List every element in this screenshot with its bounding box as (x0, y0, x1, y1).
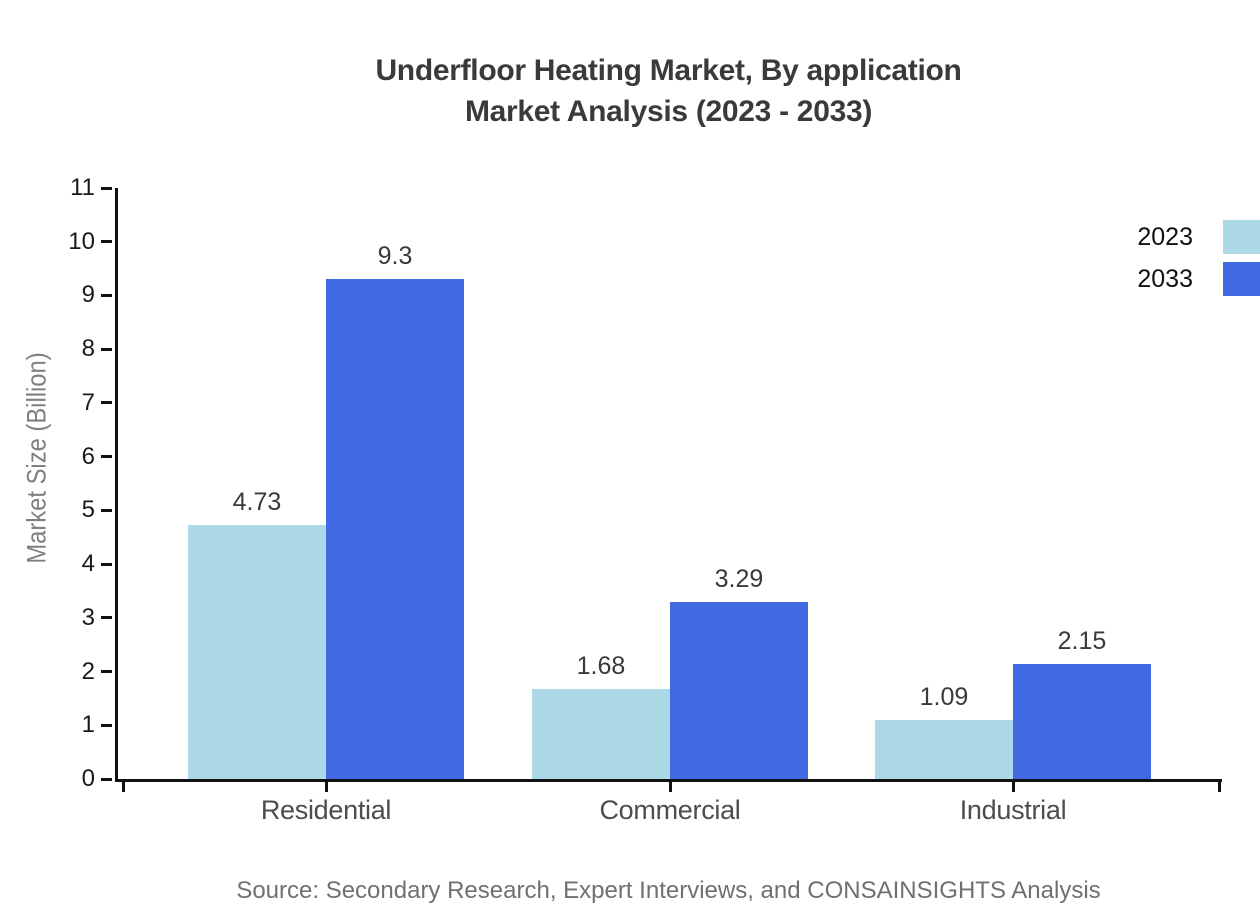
y-tick-1 (101, 723, 112, 727)
y-tick-2 (101, 670, 112, 674)
y-tick-label-1: 1 (81, 711, 95, 739)
legend-row-2033: 2033 (1137, 262, 1260, 296)
plot-area: 0 1 2 3 4 5 6 7 8 9 10 11 4.73 9.3 Residential 1.68 3.29… (68, 174, 1222, 825)
y-tick-11 (101, 186, 112, 190)
y-tick-7 (101, 401, 112, 405)
legend-swatch-2033 (1223, 262, 1260, 296)
value-label-2033-commercial: 3.29 (714, 565, 764, 594)
x-axis-end-tick-right (1218, 782, 1221, 792)
bar-2033-industrial (1013, 663, 1151, 779)
legend-label-2033: 2033 (1137, 264, 1193, 293)
category-label-commercial: Commercial (599, 795, 741, 825)
y-tick-4 (101, 562, 112, 566)
y-tick-label-9: 9 (81, 281, 95, 309)
x-tick-commercial (668, 782, 672, 792)
y-tick-9 (101, 293, 112, 297)
y-tick-label-2: 2 (81, 657, 95, 685)
y-tick-label-7: 7 (81, 388, 95, 416)
category-label-residential: Residential (260, 795, 392, 825)
chart-title-line-1: Underfloor Heating Market, By applicatio… (375, 54, 962, 87)
bar-2033-commercial (670, 602, 808, 779)
y-tick-label-0: 0 (81, 765, 95, 792)
y-tick-6 (101, 455, 112, 459)
x-tick-residential (324, 782, 328, 792)
value-label-2023-industrial: 1.09 (919, 683, 969, 712)
category-label-industrial: Industrial (959, 795, 1067, 825)
source-note: Source: Secondary Research, Expert Inter… (236, 877, 1101, 904)
y-tick-5 (101, 508, 112, 512)
value-label-2023-commercial: 1.68 (576, 651, 626, 680)
y-tick-label-11: 11 (70, 174, 95, 201)
y-tick-label-4: 4 (81, 550, 95, 578)
bar-2023-industrial (875, 720, 1013, 779)
y-tick-label-10: 10 (68, 227, 95, 255)
y-tick-8 (101, 347, 112, 351)
x-tick-industrial (1011, 782, 1015, 792)
legend: 2023 2033 (1137, 220, 1260, 296)
y-tick-label-5: 5 (81, 496, 95, 524)
legend-label-2023: 2023 (1137, 222, 1193, 251)
chart-title-line-2: Market Analysis (2023 - 2033) (464, 95, 873, 128)
value-label-2033-residential: 9.3 (377, 242, 413, 271)
y-tick-10 (101, 240, 112, 244)
y-tick-0 (101, 777, 112, 781)
legend-row-2023: 2023 (1137, 220, 1260, 254)
y-tick-label-8: 8 (81, 335, 95, 363)
y-tick-label-6: 6 (81, 442, 95, 470)
bar-2023-residential (188, 524, 326, 779)
value-label-2023-residential: 4.73 (232, 487, 282, 516)
bar-2023-commercial (532, 688, 670, 779)
value-label-2033-industrial: 2.15 (1057, 626, 1107, 655)
legend-swatch-2023 (1223, 220, 1260, 254)
chart-title: Underfloor Heating Market, By applicatio… (115, 50, 1222, 132)
bar-2033-residential (326, 279, 464, 779)
y-tick-3 (101, 616, 112, 620)
x-axis-end-tick-left (122, 782, 125, 792)
y-tick-label-3: 3 (81, 603, 95, 631)
